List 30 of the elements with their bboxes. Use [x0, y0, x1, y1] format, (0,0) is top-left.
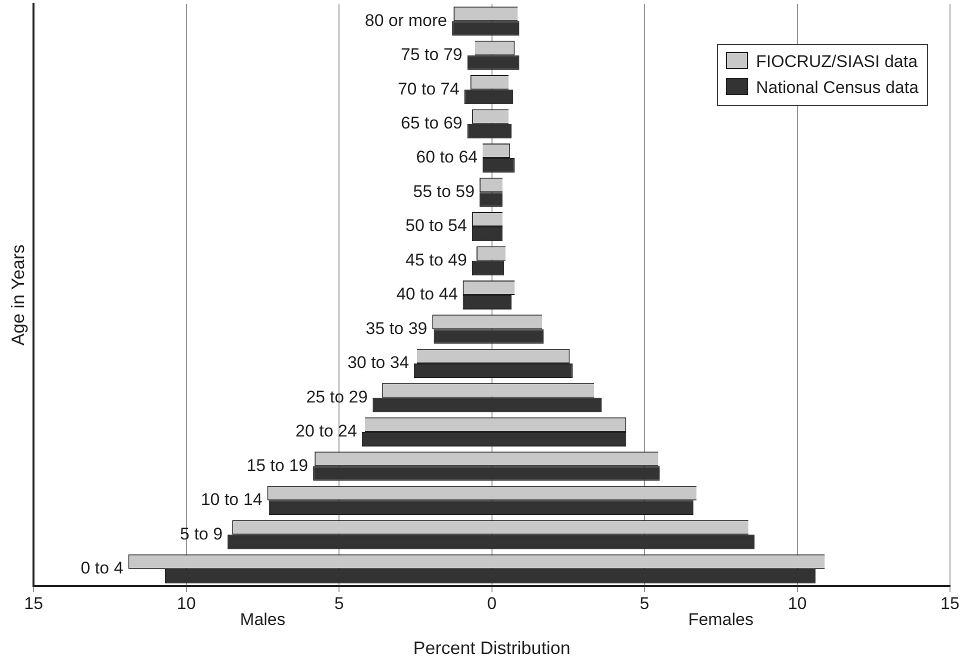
y-tick-label: 10 to 14 — [200, 490, 262, 510]
y-tick-label: 0 to 4 — [80, 558, 124, 578]
x-tick-label: 10 — [176, 594, 196, 613]
x-tick-label: 15 — [24, 594, 44, 613]
y-tick-label: 15 to 19 — [246, 456, 308, 475]
y-tick-label: 60 to 64 — [416, 148, 478, 167]
y-tick-label: 45 to 49 — [405, 250, 467, 270]
x-tick-label: 5 — [334, 594, 344, 613]
y-axis-title: Age in Years — [8, 244, 28, 346]
legend-label: National Census data — [755, 77, 919, 99]
x-tick-label: 15 — [940, 594, 960, 613]
x-tick-label: 5 — [640, 594, 650, 613]
y-tick-label: 75 to 79 — [400, 45, 462, 64]
y-tick-label: 35 to 39 — [366, 318, 428, 338]
x-tick-label: 0 — [487, 594, 497, 613]
y-tick-label: 30 to 34 — [347, 353, 409, 372]
y-tick-label: 50 to 54 — [405, 216, 467, 236]
y-tick-label: 55 to 59 — [413, 182, 475, 201]
text: Females — [688, 610, 754, 630]
x-axis-title: Percent Distribution — [413, 638, 570, 658]
y-tick-label: 65 to 69 — [400, 114, 462, 133]
y-tick-label: 20 to 24 — [296, 422, 357, 441]
y-tick-label: 40 to 44 — [396, 284, 458, 304]
y-tick-label: 80 or more — [364, 10, 448, 30]
x-tick-label: 10 — [788, 594, 807, 613]
y-tick-label: 25 to 29 — [306, 387, 368, 406]
y-tick-label: 5 to 9 — [180, 524, 223, 544]
legend-label: FIOCRUZ/SIASI data — [755, 51, 919, 73]
text: Males — [240, 610, 286, 630]
y-tick-label: 70 to 74 — [398, 79, 460, 98]
